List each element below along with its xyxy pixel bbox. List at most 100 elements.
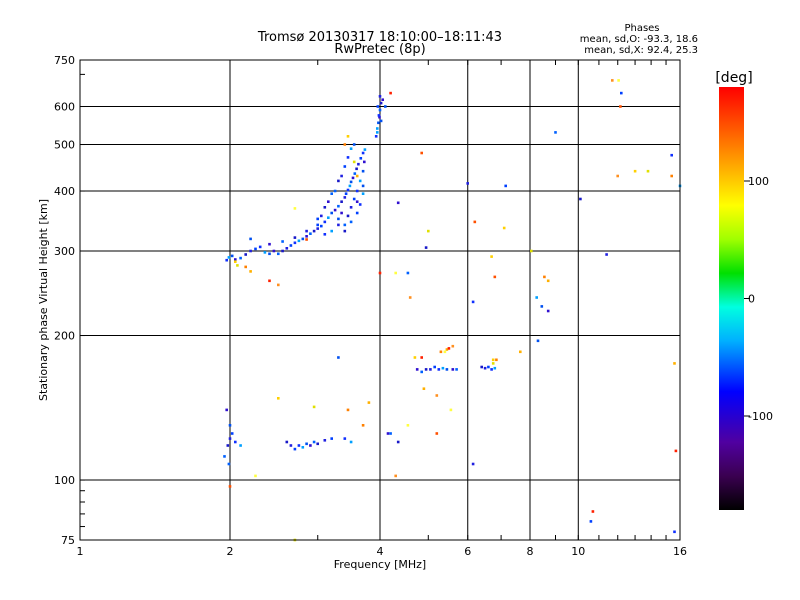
data-point xyxy=(355,174,359,178)
data-point xyxy=(420,370,423,374)
data-point xyxy=(493,275,497,279)
data-point xyxy=(355,189,359,193)
x-tick-label: 8 xyxy=(527,545,534,558)
data-point xyxy=(358,203,362,206)
data-point xyxy=(249,237,252,241)
data-point xyxy=(378,271,382,275)
data-point xyxy=(254,247,257,251)
data-point xyxy=(227,256,231,259)
data-point xyxy=(227,462,231,466)
data-point xyxy=(355,211,359,215)
colorbar: [deg] 100 0 -100 xyxy=(715,70,773,510)
data-point xyxy=(447,347,451,350)
data-point xyxy=(346,156,350,159)
data-point xyxy=(355,200,359,203)
data-point xyxy=(323,220,327,224)
data-point xyxy=(323,206,327,209)
x-tick-label: 1 xyxy=(77,545,84,558)
data-point xyxy=(435,394,439,397)
data-point xyxy=(413,356,417,359)
data-point xyxy=(378,95,382,98)
data-point xyxy=(619,105,622,108)
data-point xyxy=(234,260,237,263)
data-point xyxy=(466,182,469,185)
data-point xyxy=(439,350,443,354)
phase-stats-x: mean, sd,X: 92.4, 25.3 xyxy=(584,45,698,56)
data-point xyxy=(379,101,383,105)
y-axis-label: Stationary phase Virtual Height [km] xyxy=(37,199,50,401)
data-point xyxy=(293,447,297,451)
data-point xyxy=(289,244,293,247)
data-point xyxy=(289,444,293,447)
data-point xyxy=(230,432,234,435)
data-point xyxy=(301,237,305,241)
data-point xyxy=(352,143,356,146)
data-point xyxy=(333,189,337,193)
data-point xyxy=(352,160,356,164)
data-point xyxy=(673,362,676,365)
colorbar-label: [deg] xyxy=(715,70,752,86)
data-point xyxy=(427,229,430,233)
data-point xyxy=(546,309,550,313)
x-tick-label: 4 xyxy=(377,545,384,558)
data-points xyxy=(223,79,682,542)
data-point xyxy=(305,229,308,233)
data-point xyxy=(377,114,381,117)
y-tick-label: 750 xyxy=(54,54,75,67)
data-point xyxy=(351,176,355,180)
data-point xyxy=(353,172,357,175)
data-point xyxy=(305,442,308,446)
data-point xyxy=(471,300,475,304)
y-tick-label: 500 xyxy=(54,139,75,152)
data-point xyxy=(420,151,423,155)
data-point xyxy=(239,444,242,447)
data-point xyxy=(316,223,319,227)
colorbar-tick-label: 0 xyxy=(748,293,755,306)
data-point xyxy=(361,151,365,155)
data-point xyxy=(293,236,297,239)
data-point xyxy=(490,368,493,371)
data-point xyxy=(406,271,410,275)
y-tick-label: 100 xyxy=(54,474,75,487)
data-point xyxy=(337,356,340,359)
data-point xyxy=(225,258,228,262)
data-point xyxy=(483,366,487,370)
data-point xyxy=(519,350,522,354)
data-point xyxy=(536,339,540,343)
data-point xyxy=(330,437,333,440)
data-point xyxy=(406,424,410,427)
data-point xyxy=(312,405,316,409)
colorbar-gradient xyxy=(719,87,744,510)
data-point xyxy=(437,368,441,371)
data-point xyxy=(230,254,234,258)
x-axis-ticks: 1 2 4 6 8 10 16 xyxy=(77,60,687,558)
data-point xyxy=(244,265,247,269)
data-point xyxy=(316,442,319,446)
data-point xyxy=(337,179,340,183)
data-point xyxy=(343,165,347,168)
data-point xyxy=(349,180,353,184)
data-point xyxy=(234,440,237,444)
data-point xyxy=(343,437,347,440)
data-point xyxy=(358,179,362,183)
data-point xyxy=(297,239,301,243)
data-point xyxy=(420,356,423,359)
data-point xyxy=(376,105,380,108)
data-point xyxy=(340,174,343,178)
data-point xyxy=(225,408,228,412)
data-point xyxy=(228,437,232,440)
data-point xyxy=(378,115,381,119)
data-point xyxy=(281,249,284,253)
y-tick-label: 600 xyxy=(54,101,75,114)
data-point xyxy=(309,232,312,235)
data-point xyxy=(223,455,226,458)
data-point xyxy=(355,167,358,171)
colorbar-tick-label: 100 xyxy=(748,175,769,188)
data-point xyxy=(281,240,284,243)
data-point xyxy=(268,242,271,246)
data-point xyxy=(309,444,312,447)
chart-title-group: Tromsø 20130317 18:10:00–18:11:43 RwPret… xyxy=(257,30,502,57)
data-point xyxy=(346,188,350,192)
data-point xyxy=(487,365,490,369)
data-point xyxy=(435,432,439,435)
